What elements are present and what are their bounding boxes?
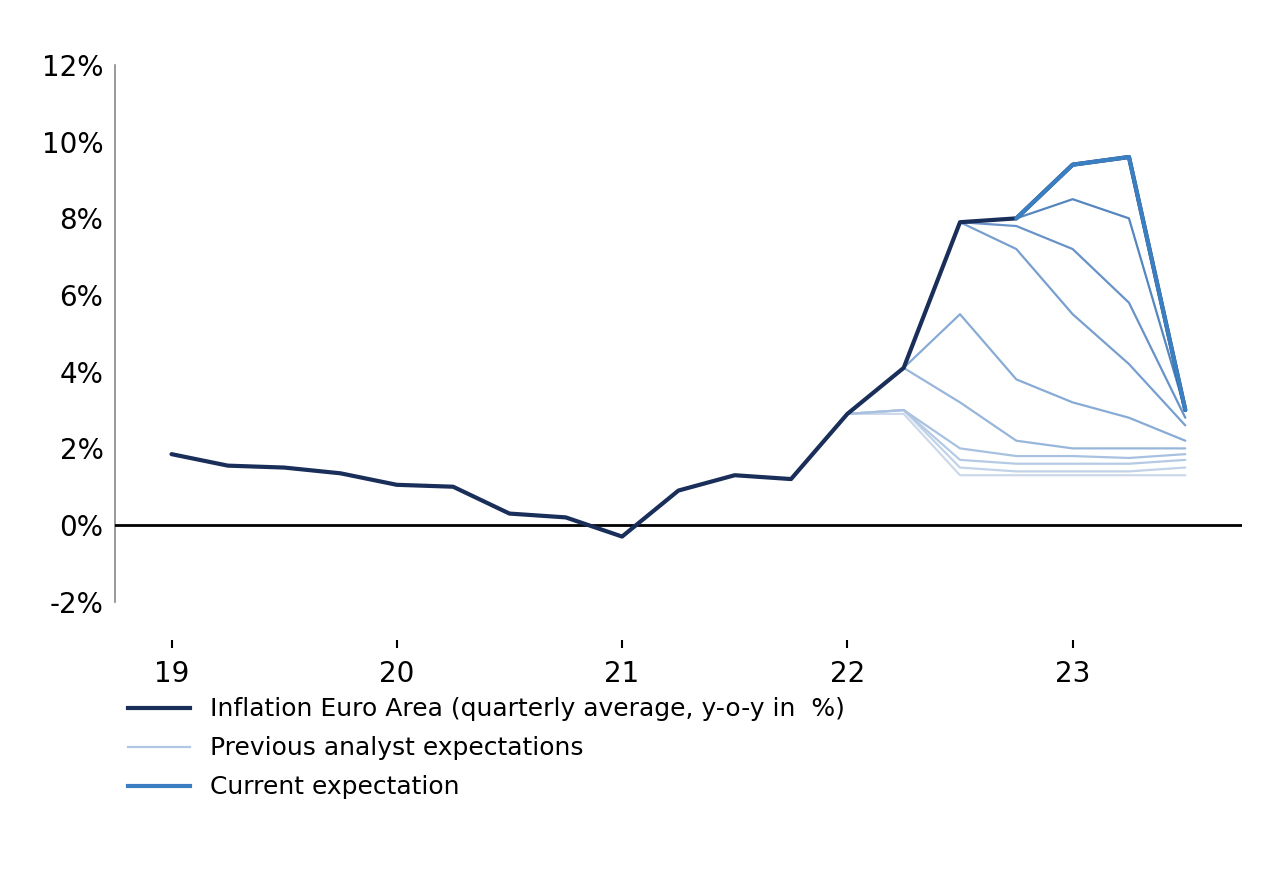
Legend: Inflation Euro Area (quarterly average, y-o-y in  %), Previous analyst expectati: Inflation Euro Area (quarterly average, … xyxy=(128,697,845,799)
